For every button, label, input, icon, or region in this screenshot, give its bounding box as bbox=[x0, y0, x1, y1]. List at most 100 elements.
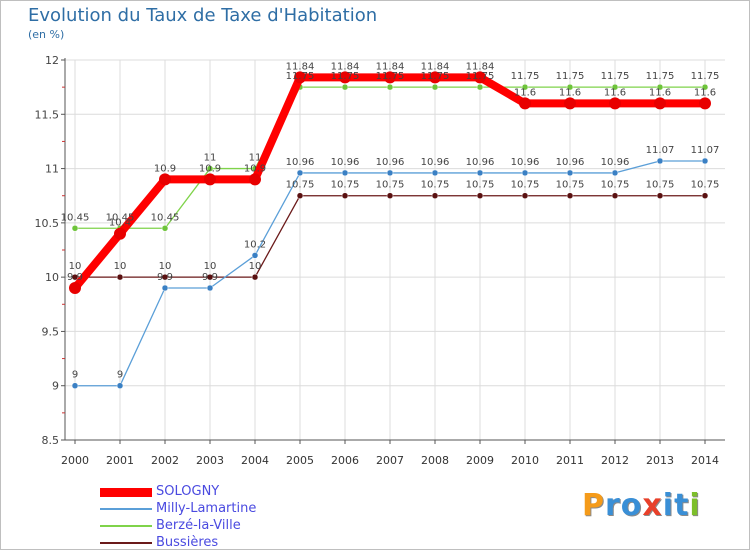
data-label: 10.75 bbox=[466, 180, 495, 191]
x-tick-label: 2006 bbox=[331, 454, 359, 467]
data-point bbox=[564, 97, 576, 110]
data-label: 10.45 bbox=[151, 212, 180, 223]
data-label: 10.75 bbox=[286, 180, 315, 191]
x-tick-label: 2001 bbox=[106, 454, 134, 467]
data-label: 10.75 bbox=[376, 180, 405, 191]
data-point bbox=[474, 71, 486, 84]
data-label: 10.75 bbox=[691, 180, 720, 191]
data-label: 11.75 bbox=[691, 71, 720, 82]
data-label: 10.9 bbox=[154, 163, 176, 174]
data-label: 11.6 bbox=[649, 87, 671, 98]
data-label: 10 bbox=[69, 261, 82, 272]
data-point bbox=[386, 83, 394, 91]
data-point bbox=[566, 169, 574, 177]
y-tick-label: 9.5 bbox=[42, 325, 60, 338]
data-point bbox=[161, 225, 169, 232]
data-label: 10.96 bbox=[601, 157, 630, 168]
x-tick-label: 2005 bbox=[286, 454, 314, 467]
proxiti-logo: Proxiti bbox=[582, 488, 701, 523]
data-point bbox=[699, 97, 711, 110]
data-point bbox=[296, 169, 304, 177]
data-point bbox=[251, 252, 259, 259]
data-point bbox=[701, 157, 709, 165]
data-label: 10.45 bbox=[61, 212, 90, 223]
logo-letter: r bbox=[605, 488, 621, 523]
data-label: 10.9 bbox=[244, 163, 266, 174]
legend-label-bussieres: Bussières bbox=[156, 535, 219, 550]
data-label: 11.84 bbox=[466, 61, 495, 72]
data-label: 11.84 bbox=[286, 61, 315, 72]
y-tick-label: 12 bbox=[45, 54, 59, 67]
data-label: 10.4 bbox=[109, 218, 131, 229]
data-point bbox=[294, 71, 306, 84]
data-label: 11.75 bbox=[511, 71, 540, 82]
data-point bbox=[656, 83, 664, 91]
data-label: 10.96 bbox=[556, 157, 585, 168]
data-point bbox=[204, 173, 216, 186]
data-label: 10.75 bbox=[421, 180, 450, 191]
data-label: 10.96 bbox=[331, 157, 360, 168]
data-label: 10 bbox=[204, 261, 217, 272]
x-tick-label: 2008 bbox=[421, 454, 449, 467]
data-point bbox=[161, 273, 169, 281]
data-point bbox=[71, 382, 79, 389]
data-point bbox=[521, 192, 529, 199]
data-label: 10.75 bbox=[331, 180, 360, 191]
x-tick-label: 2014 bbox=[691, 454, 719, 467]
data-point bbox=[519, 97, 531, 110]
data-point bbox=[431, 169, 439, 177]
data-point bbox=[656, 192, 664, 199]
data-point bbox=[161, 284, 169, 292]
data-label: 11.84 bbox=[331, 61, 360, 72]
data-point bbox=[431, 192, 439, 199]
data-label: 11.75 bbox=[466, 71, 495, 82]
data-point bbox=[654, 97, 666, 110]
data-label: 11.07 bbox=[691, 145, 720, 156]
data-label: 9 bbox=[117, 370, 123, 381]
data-label: 10.96 bbox=[286, 157, 315, 168]
legend-label-berze-la-ville: Berzé-la-Ville bbox=[156, 518, 241, 533]
data-label: 11.75 bbox=[601, 71, 630, 82]
x-tick-label: 2012 bbox=[601, 454, 629, 467]
data-label: 11.75 bbox=[421, 71, 450, 82]
x-tick-label: 2009 bbox=[466, 454, 494, 467]
data-point bbox=[566, 192, 574, 199]
data-label: 10.2 bbox=[244, 239, 266, 250]
x-tick-label: 2003 bbox=[196, 454, 224, 467]
data-point bbox=[206, 165, 214, 172]
data-label: 10 bbox=[159, 261, 172, 272]
data-point bbox=[701, 192, 709, 199]
legend-swatch-milly-lamartine bbox=[100, 508, 152, 510]
data-label: 11.84 bbox=[421, 61, 450, 72]
data-label: 10.96 bbox=[511, 157, 540, 168]
data-label: 10 bbox=[114, 261, 127, 272]
legend-swatch-bussieres bbox=[100, 542, 152, 544]
data-point bbox=[386, 169, 394, 177]
data-point bbox=[341, 192, 349, 199]
data-label: 9.9 bbox=[67, 272, 83, 283]
data-point bbox=[656, 157, 664, 165]
data-label: 11 bbox=[249, 153, 262, 164]
data-label: 11.84 bbox=[376, 61, 405, 72]
data-point bbox=[566, 83, 574, 91]
data-point bbox=[206, 273, 214, 281]
data-label: 10.75 bbox=[556, 180, 585, 191]
data-label: 10.45 bbox=[106, 212, 135, 223]
logo-letter: x bbox=[642, 488, 663, 523]
data-label: 10.75 bbox=[511, 180, 540, 191]
y-tick-label: 10.5 bbox=[35, 217, 60, 230]
data-point bbox=[116, 273, 124, 281]
data-label: 11.6 bbox=[694, 87, 716, 98]
y-tick-label: 10 bbox=[45, 271, 59, 284]
data-point bbox=[431, 83, 439, 91]
data-label: 10.75 bbox=[646, 180, 675, 191]
data-point bbox=[69, 282, 81, 294]
legend-label-sologny: SOLOGNY bbox=[156, 484, 220, 499]
x-tick-label: 2002 bbox=[151, 454, 179, 467]
data-label: 9.9 bbox=[157, 272, 173, 283]
data-label: 10.96 bbox=[376, 157, 405, 168]
data-point bbox=[521, 83, 529, 91]
data-label: 11.75 bbox=[286, 71, 315, 82]
data-point bbox=[341, 169, 349, 177]
legend-label-milly-lamartine: Milly-Lamartine bbox=[156, 501, 257, 516]
